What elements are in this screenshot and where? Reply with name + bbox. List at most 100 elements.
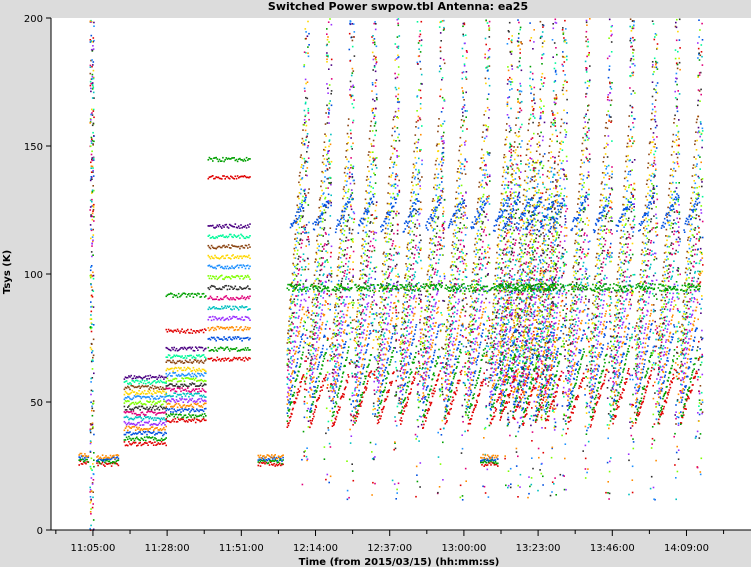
data-point (134, 441, 137, 444)
data-point (228, 326, 231, 329)
data-point (181, 383, 183, 386)
data-point (345, 276, 348, 278)
data-point (340, 214, 343, 217)
data-point (91, 158, 93, 161)
data-point (303, 157, 306, 160)
data-point (224, 357, 226, 360)
data-point (298, 215, 301, 217)
data-point (375, 62, 377, 65)
data-point (360, 326, 362, 328)
data-point (302, 283, 305, 285)
data-point (272, 456, 274, 459)
data-point (223, 267, 225, 270)
data-point (392, 307, 395, 309)
data-point (299, 381, 301, 384)
data-point (301, 354, 304, 356)
data-point (360, 262, 362, 264)
data-point (383, 365, 385, 367)
data-point (183, 398, 186, 400)
data-point (350, 194, 352, 196)
data-point (395, 340, 397, 342)
data-point (372, 289, 374, 292)
data-point (391, 172, 394, 174)
data-point (92, 185, 94, 187)
data-point (90, 40, 93, 42)
data-point (385, 317, 388, 319)
data-point (383, 358, 386, 361)
data-point (382, 334, 385, 336)
data-point (338, 247, 341, 249)
data-point (260, 457, 263, 459)
data-point (166, 356, 169, 358)
data-point (226, 317, 229, 320)
data-point (340, 380, 343, 382)
data-point (85, 455, 87, 457)
data-point (315, 332, 318, 334)
data-point (201, 413, 204, 416)
data-point (179, 348, 181, 350)
data-point (382, 370, 384, 372)
data-point (142, 407, 145, 409)
data-point (316, 299, 318, 301)
data-point (155, 405, 157, 407)
data-point (341, 376, 344, 378)
data-point (90, 87, 92, 90)
data-point (210, 357, 213, 359)
data-point (342, 265, 345, 267)
data-point (347, 136, 350, 138)
data-point (304, 342, 307, 344)
data-point (336, 412, 339, 414)
data-point (295, 283, 297, 286)
data-point (209, 275, 212, 277)
data-point (379, 296, 382, 298)
data-point (305, 224, 308, 226)
data-point (287, 424, 290, 427)
data-point (91, 368, 94, 370)
data-point (397, 482, 400, 485)
data-point (185, 374, 188, 377)
data-point (336, 320, 339, 322)
data-point (396, 195, 399, 197)
data-point (330, 133, 332, 136)
data-point (299, 287, 301, 289)
data-point (271, 460, 273, 462)
data-point (352, 238, 354, 240)
data-point (312, 358, 314, 361)
data-point (312, 346, 314, 349)
data-point (318, 325, 321, 328)
data-point (165, 407, 167, 409)
data-point (221, 178, 223, 180)
data-point (316, 253, 318, 255)
data-point (223, 327, 225, 329)
data-point (240, 326, 242, 328)
data-point (145, 375, 147, 377)
data-point (329, 360, 331, 362)
data-point (380, 349, 382, 352)
data-point (185, 385, 188, 387)
data-point (335, 386, 338, 388)
data-point (349, 296, 351, 298)
data-point (174, 349, 177, 352)
data-point (92, 171, 94, 173)
data-point (232, 245, 234, 247)
data-point (303, 87, 306, 90)
data-point (324, 353, 326, 356)
data-point (244, 275, 247, 277)
data-point (369, 332, 372, 335)
data-point (349, 171, 351, 174)
data-point (346, 220, 349, 223)
data-point (375, 391, 378, 393)
data-point (346, 247, 349, 249)
data-point (207, 244, 210, 247)
data-point (366, 213, 368, 216)
data-point (91, 49, 94, 52)
data-point (89, 423, 92, 425)
data-point (130, 439, 132, 441)
data-point (326, 371, 329, 374)
data-point (182, 373, 185, 376)
data-point (209, 176, 212, 178)
data-point (307, 46, 309, 48)
data-point (160, 417, 163, 419)
data-point (156, 412, 158, 415)
data-point (391, 210, 393, 212)
